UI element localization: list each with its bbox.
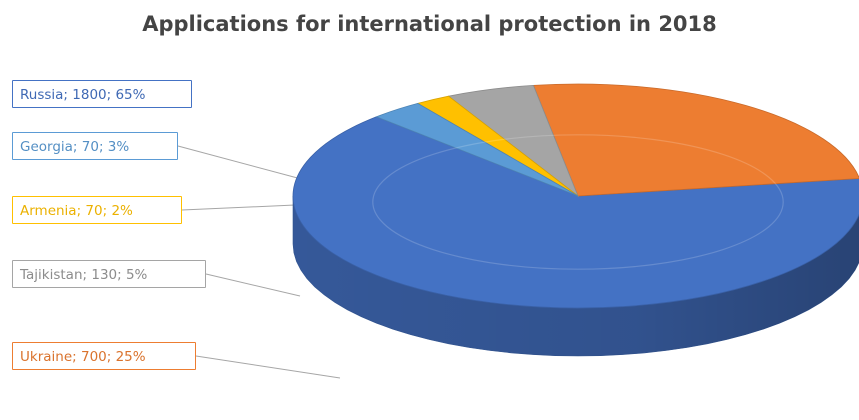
leader-line-armenia [182, 205, 295, 210]
leader-line-ukraine [196, 356, 340, 378]
data-label-tajikistan: Tajikistan; 130; 5% [12, 260, 206, 288]
pie-tops [293, 84, 859, 308]
data-label-armenia: Armenia; 70; 2% [12, 196, 182, 224]
data-label-ukraine: Ukraine; 700; 25% [12, 342, 196, 370]
leader-line-tajikistan [206, 274, 300, 296]
data-label-georgia: Georgia; 70; 3% [12, 132, 178, 160]
data-label-russia: Russia; 1800; 65% [12, 80, 192, 108]
pie-slice-ukraine [533, 84, 859, 196]
leader-line-georgia [178, 146, 305, 180]
